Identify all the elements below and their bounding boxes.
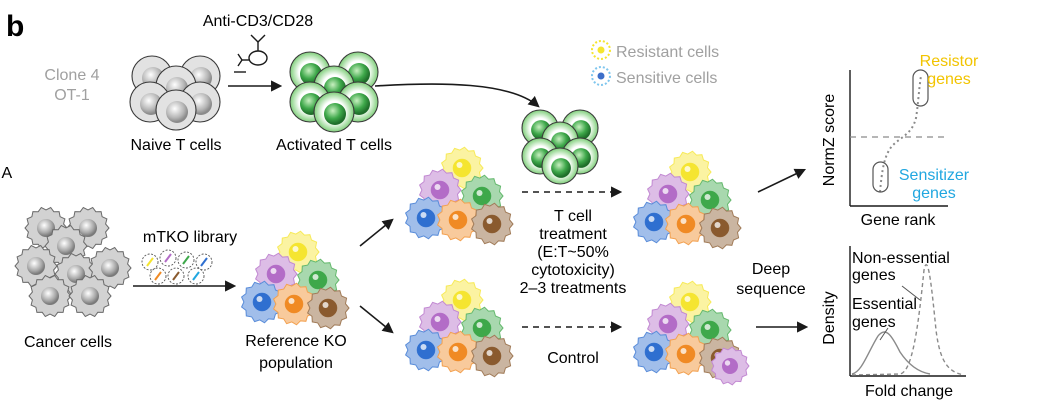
ko-cell [470,334,514,378]
resistor-genes-label-line1: Resistor [920,53,979,70]
normz-plot: NormZ score Gene rank Resistor genes Sen… [821,53,979,229]
ko-cell [272,282,316,326]
cancer-cell [28,274,72,318]
treatment-label-line1: T cell [554,208,592,225]
treatment-t-cell-cluster [521,109,599,185]
antibody-icon [234,34,268,73]
sensitizer-genes-label-line1: Sensitizer [899,167,970,184]
lentivirus-particle [195,253,213,271]
nonessential-density-curve [851,263,965,376]
lentivirus-library-icon [141,249,213,285]
cancer-cell [68,274,112,318]
normz-rank-curve [879,75,922,193]
ko-cell [240,280,284,324]
reference-ko-label-line2: population [259,355,333,372]
clone-label-line1: Clone 4 [44,67,99,84]
normz-ylabel: NormZ score [821,94,838,187]
density-xlabel: Fold change [865,383,953,400]
arrow-split-down [359,305,394,334]
deep-sequence-label-line2: sequence [736,281,805,298]
ko-cell [436,330,480,374]
ko-cluster-treated-start [404,146,514,246]
resistor-genes-label-line2: genes [927,71,971,88]
normz-xlabel: Gene rank [861,212,937,229]
ko-cell [698,206,742,250]
legend: Resistant cells Sensitive cells [591,40,719,87]
ko-cluster-control-end [632,280,750,386]
ko-cluster-treated-end [632,150,742,250]
ko-cell [632,200,676,244]
clone-label-line2: OT-1 [54,87,90,104]
lentivirus-particle [177,251,195,269]
ko-cell [306,286,350,330]
ko-cell [404,328,448,372]
ko-cell [404,196,448,240]
lentivirus-particle [159,249,177,267]
resistor-genes-highlight [912,69,929,107]
ko-cell [664,332,708,376]
mtko-library-label: mTKO library [143,229,237,246]
sensitizer-genes-highlight [872,161,889,193]
legend-sensitive-label: Sensitive cells [616,70,717,87]
ko-cluster-control-start [404,278,514,378]
density-plot: Density Fold change Non-essential genes … [821,246,966,400]
reference-ko-label-line1: Reference KO [245,333,346,350]
naive-t-cells-label: Naive T cells [131,137,222,154]
deep-sequence-label-line1: Deep [752,261,790,278]
cancer-cell-cluster [14,206,132,318]
treatment-label-line5: 2–3 treatments [520,280,627,297]
ko-cell [436,198,480,242]
ko-cell [470,202,514,246]
arrow-to-treatment-cells [374,83,540,108]
resistant-cell-icon [591,40,611,60]
essential-density-curve [851,331,931,375]
treatment-label-line3: (E:T~50% [537,244,609,261]
arrow-to-normz-plot [757,168,807,193]
naive-t-cell [155,89,197,131]
essential-label-line1: Essential [852,296,917,313]
essential-label-line2: genes [852,314,896,331]
ko-cell [632,330,676,374]
sensitizer-genes-label-line2: genes [912,185,956,202]
activated-t-cells-label: Activated T cells [276,137,392,154]
lentivirus-particle [141,253,159,271]
lentivirus-particle [149,267,167,285]
sensitive-cell-icon [591,66,611,86]
cancer-cell [88,246,132,290]
cancer-cells-label: Cancer cells [24,334,112,351]
nonessential-label-line2: genes [852,267,896,284]
lentivirus-particle [187,267,205,285]
ko-cell [710,346,750,386]
arrow-split-up [359,218,394,247]
activated-t-cell [541,147,579,185]
nonessential-pointer [901,285,921,301]
reference-ko-cluster [240,230,350,330]
naive-t-cell-cluster [129,55,221,131]
lentivirus-particle [167,267,185,285]
ko-cell [664,202,708,246]
treatment-label-line2: treatment [539,226,607,243]
left-edge-text-fragment: IA [0,165,12,182]
essential-pointer [879,327,889,341]
activated-t-cell [313,91,355,133]
panel-label: b [6,10,24,43]
activated-t-cell-cluster [289,51,379,133]
treatment-label-line4: cytotoxicity) [531,262,615,279]
density-ylabel: Density [821,291,838,344]
antibody-label: Anti-CD3/CD28 [203,13,313,30]
nonessential-label-line1: Non-essential [852,250,950,267]
control-label: Control [547,350,599,367]
legend-resistant-label: Resistant cells [616,44,719,61]
